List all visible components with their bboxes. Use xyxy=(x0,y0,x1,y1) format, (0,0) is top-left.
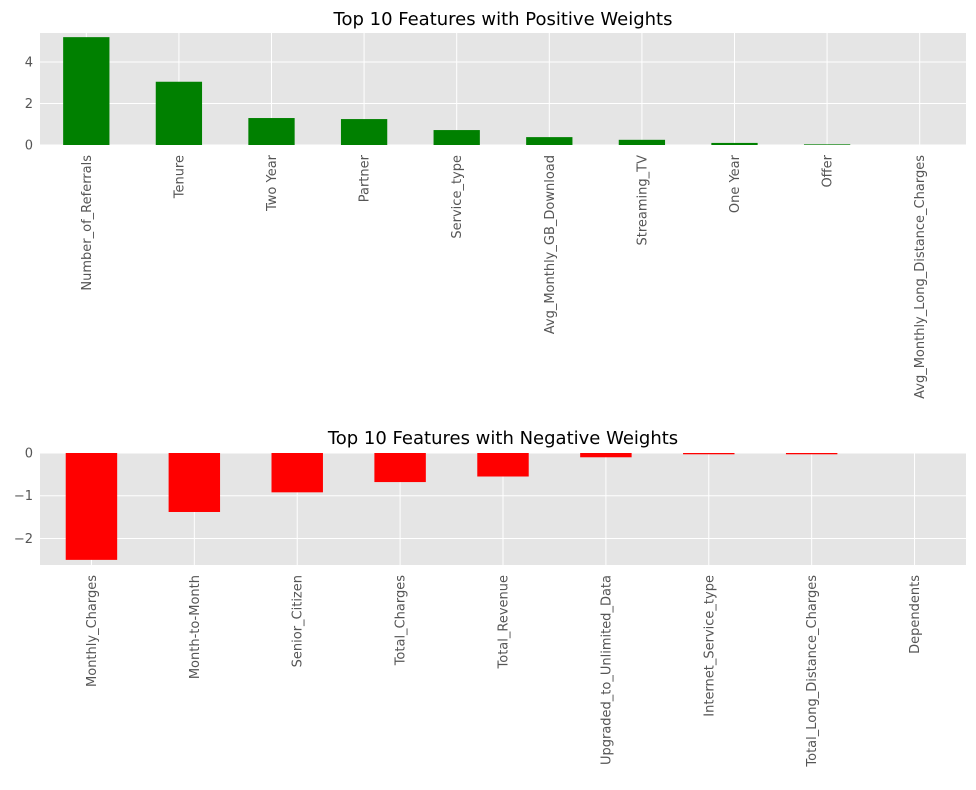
bar-senior-citizen xyxy=(271,453,323,493)
x-tick-label: Avg_Monthly_GB_Download xyxy=(543,155,558,334)
chart-positive-weights: Top 10 Features with Positive Weights 0 2… xyxy=(25,9,966,399)
y-tick-label: 0 xyxy=(25,447,33,462)
bar-two-year xyxy=(248,118,295,145)
x-tick-label: Upgraded_to_Unlimited_Data xyxy=(599,575,614,765)
bar-service-type xyxy=(433,130,480,145)
y-tick-label: −1 xyxy=(14,489,33,504)
bar-internet-service-type xyxy=(683,453,735,455)
x-tick-label: Partner xyxy=(358,154,373,202)
chart-title-negative: Top 10 Features with Negative Weights xyxy=(327,428,678,449)
x-tick-label: Offer xyxy=(821,154,836,187)
bar-upgraded-to-unlimited-data xyxy=(580,453,632,458)
x-tick-label: Service_type xyxy=(450,155,465,239)
bar-one-year xyxy=(711,142,758,145)
x-tick-label: Total_Charges xyxy=(394,575,409,667)
x-tick-label: Tenure xyxy=(172,155,187,199)
chart-negative-weights: Top 10 Features with Negative Weights −2… xyxy=(14,428,966,768)
bar-month-to-month xyxy=(168,453,221,512)
bar-tenure xyxy=(155,81,203,145)
x-tick-label: Monthly_Charges xyxy=(85,575,100,687)
x-tick-label: Month-to-Month xyxy=(188,575,203,679)
bar-total-revenue xyxy=(477,453,529,477)
bar-streaming-tv xyxy=(618,139,666,145)
y-tick-label: 4 xyxy=(25,56,33,71)
y-tick-label: −2 xyxy=(14,532,33,547)
x-tick-label: Senior_Citizen xyxy=(291,575,306,667)
bar-number-of-referrals xyxy=(63,37,110,145)
bar-offer xyxy=(803,144,851,145)
x-tick-label: One Year xyxy=(728,154,743,213)
y-tick-label: 2 xyxy=(25,97,33,112)
bar-avg-monthly-gb-download xyxy=(526,137,573,145)
x-tick-label: Streaming_TV xyxy=(635,155,650,246)
x-tick-label: Internet_Service_type xyxy=(702,575,717,717)
x-tick-label: Avg_Monthly_Long_Distance_Charges xyxy=(913,155,928,399)
x-tick-label: Two Year xyxy=(265,154,280,212)
x-tick-label: Dependents xyxy=(908,575,923,654)
x-tick-label: Total_Long_Distance_Charges xyxy=(805,575,820,768)
bar-total-charges xyxy=(374,453,426,483)
chart-title-positive: Top 10 Features with Positive Weights xyxy=(333,9,673,30)
x-tick-label: Number_of_Referrals xyxy=(80,155,95,291)
y-tick-label: 0 xyxy=(25,139,33,154)
bar-monthly-charges xyxy=(65,453,118,560)
bar-partner xyxy=(340,119,388,145)
bar-total-long-distance-charges xyxy=(785,453,838,455)
x-tick-label: Total_Revenue xyxy=(497,575,512,669)
